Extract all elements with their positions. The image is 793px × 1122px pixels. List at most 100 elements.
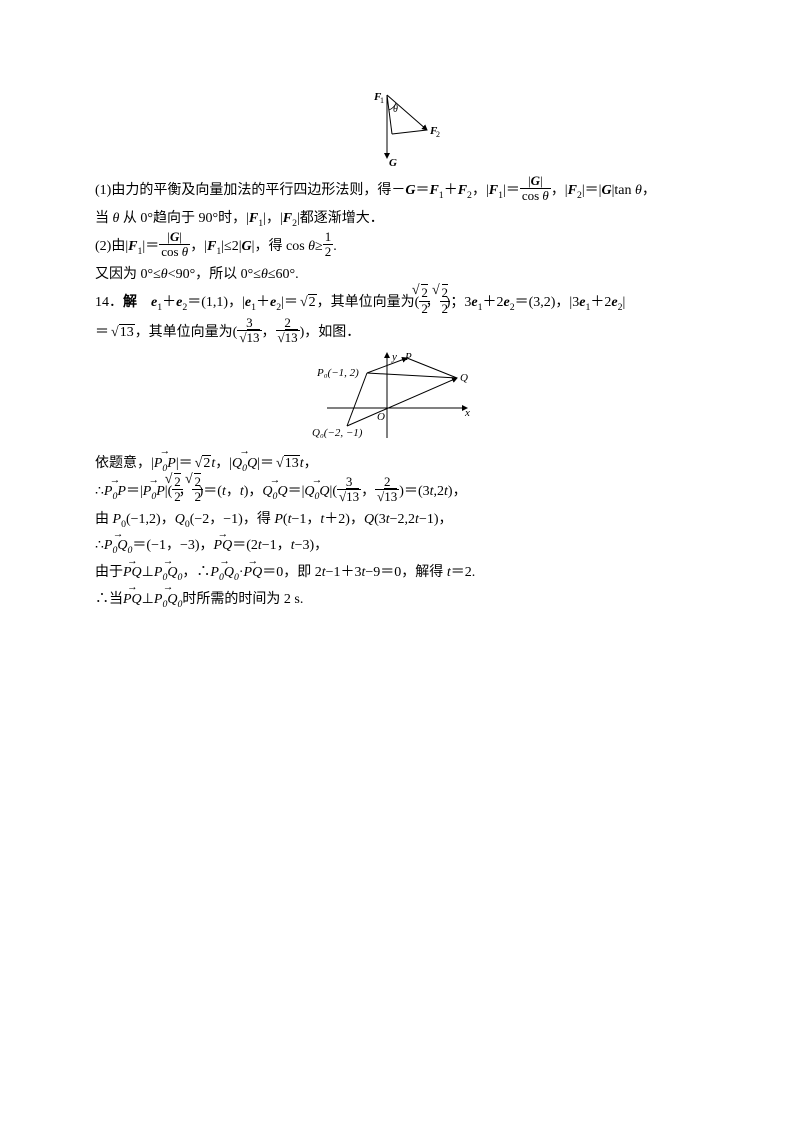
var-F: F [568,183,577,198]
problem-14-line-1: 14．解 e1＋e2＝(1,1)，|e1＋e2|＝2，其单位向量为(22√，22… [95,288,698,318]
text: ， [262,325,276,340]
text: |＝ [142,239,159,254]
text: )＝(3 [399,484,429,499]
text: −1＋3 [326,565,362,580]
paragraph-1-line-1: (1)由力的平衡及向量加法的平行四边形法则，得－G＝F1＋F2，|F1|＝|G|… [95,176,698,206]
fraction: 2√13 [276,316,300,346]
text: ， [182,565,196,580]
var-theta: θ [308,239,315,254]
text: (3 [374,512,386,527]
text: |tan θ， [612,183,656,198]
var-Q: Q [364,512,374,527]
text: (2)由| [95,239,128,254]
fraction: 22 [419,286,430,316]
force-diagram-svg: F 1 F 2 G θ [347,90,447,168]
vector-Q0Q: Q0Q [304,479,329,506]
vector-PQ: PQ [123,587,142,614]
vector-PQ: PQ [244,560,263,587]
problem-14-line-4: P0P＝|P0P|(22√，22√)＝(t，t)，Q0Q＝|Q0Q|(3√13，… [95,477,698,507]
text: 由于 [95,565,123,580]
text: (−1,2)， [126,512,175,527]
sqrt: 13 [109,320,135,347]
fraction: 2√13 [375,475,399,505]
var-Q: Q [175,512,185,527]
var-G: G [601,183,611,198]
fraction: 22 [440,286,451,316]
text: )，如图． [300,325,361,340]
perp-symbol: ⊥ [142,592,154,607]
text: |＝| [582,183,602,198]
vector-P0P: P0P [104,479,126,506]
fraction: 22 [172,475,183,505]
text: ＋2 [482,295,503,310]
svg-text:θ: θ [393,104,398,115]
therefore-symbol [196,565,210,580]
fraction: 22 [192,475,203,505]
force-diagram: F 1 F 2 G θ [95,90,698,168]
text: −2,2 [390,512,415,527]
svg-text:2: 2 [436,130,440,139]
text: |＝ [257,456,274,471]
fraction: 12 [323,230,334,260]
text: ＝ [95,325,109,340]
problem-14-line-5: 由 P0(−1,2)，Q0(−2，−1)，得 P(t−1，t＋2)，Q(3t−2… [95,507,698,534]
var-F: F [207,239,216,254]
text: ＋ [444,183,458,198]
paragraph-2-line-2: 又因为 0°≤θ<90°，所以 0°≤θ≤60°. [95,262,698,289]
text: |≤2| [221,239,241,254]
text: −9＝0，解得 [365,565,446,580]
text: −1， [262,538,291,553]
text: ＝| [126,484,143,499]
text: ＋ [256,295,270,310]
var-F: F [489,183,498,198]
text: ， [304,456,318,471]
fraction: |G|cos θ [520,174,551,204]
svg-text:x: x [464,407,470,419]
var-P: P [274,512,283,527]
svg-text:P: P [404,351,412,363]
text: |＝ [281,295,298,310]
text: ＋2)， [324,512,364,527]
text: (−2，−1)，得 [190,512,275,527]
text: )， [448,484,467,499]
coordinate-diagram-svg: y x O P Q P₀(−1, 2) Q₀(−2, −1) [302,348,492,443]
svg-text:O: O [377,411,385,423]
solve-label: 解 [123,295,137,310]
perp-symbol: ⊥ [142,565,154,580]
var-G: G [242,239,252,254]
fraction: |G|cos θ [159,230,190,260]
text: ＝ [415,183,429,198]
vector-P0P: P0P [143,479,165,506]
sqrt: 2 [298,290,317,317]
therefore-symbol [95,484,104,499]
text: (1)由力的平衡及向量加法的平行四边形法则，得－ [95,183,405,198]
vector-P0Q0: P0Q0 [210,560,239,587]
text [137,295,151,310]
problem-14-line-6: P0Q0＝(−1，−3)，PQ＝(2t−1，t−3)， [95,533,698,560]
text: . [333,239,337,254]
text: |＝ [503,183,520,198]
text: 由 [95,512,113,527]
text: 当 [109,592,123,607]
problem-number: 14． [95,295,123,310]
svg-text:G: G [389,157,397,168]
var-F: F [283,211,292,226]
text: |都逐渐增大． [297,211,384,226]
vector-P0Q0: P0Q0 [154,587,183,614]
text: |，| [263,211,283,226]
text: |( [330,484,337,499]
var-F: F [429,183,438,198]
text: ，| [190,239,207,254]
text: 又因为 0°≤θ<90°，所以 0°≤θ≤60°. [95,267,299,282]
fraction: 3√13 [237,316,261,346]
text: 当 [95,211,113,226]
therefore-symbol [95,538,104,553]
vector-Q0Q: Q0Q [262,479,287,506]
text: ,2 [434,484,445,499]
text: |＝ [176,456,193,471]
paragraph-1-line-2: 当 θ 从 0°趋向于 90°时，|F1|，|F2|都逐渐增大． [95,206,698,233]
text: ＋2 [590,295,611,310]
text: ＝(1,1)，| [187,295,245,310]
problem-14-line-7: 由于PQ⊥P0Q0，P0Q0·PQ＝0，即 2t−1＋3t−9＝0，解得 t＝2… [95,560,698,587]
therefore-symbol [95,592,109,607]
